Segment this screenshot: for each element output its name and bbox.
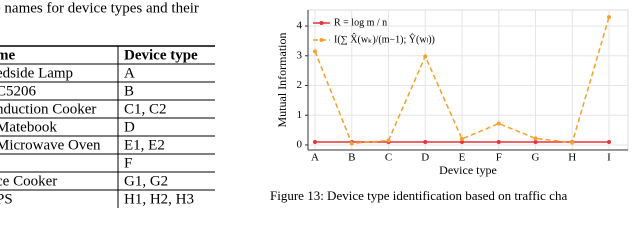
table-header: me	[0, 47, 15, 63]
x-tick-label: C	[385, 152, 392, 164]
data-point	[460, 137, 464, 142]
table-cell: edside Lamp	[0, 65, 73, 81]
x-tick-label: G	[532, 152, 540, 164]
table-cell: G1, G2	[124, 173, 168, 189]
table: me Device type edside Lamp A C5206 Bnduction …	[0, 45, 215, 208]
data-point	[313, 49, 317, 54]
legend-label: R = log m / n	[334, 17, 387, 28]
table-cell: H1, H2, H3	[124, 191, 194, 207]
table-cell: B	[124, 83, 134, 99]
table-cell: PS	[0, 191, 13, 207]
data-point	[386, 138, 391, 143]
legend-label: I(∑ X̂(wₖ)/(m−1); Ŷ(wₗ))	[334, 32, 435, 45]
figure-caption: Figure 13: Device type identification ba…	[270, 188, 567, 203]
x-tick-label: E	[459, 152, 466, 164]
data-point	[496, 121, 501, 126]
data-point	[349, 141, 354, 146]
y-tick-label: 4	[297, 20, 303, 32]
data-point	[423, 139, 428, 144]
table-cell: F	[124, 155, 132, 171]
chart: 0 1 2 3 4 A B C D E F G H I Device type Mutual Informat…	[275, 9, 629, 177]
data-point	[423, 54, 428, 59]
table-cell: Matebook	[0, 119, 57, 135]
x-tick-label: I	[607, 152, 611, 164]
y-tick-label: 0	[297, 138, 303, 150]
legend-marker	[319, 38, 324, 42]
table-cell: ce Cooker	[0, 173, 57, 189]
table-cell: C1, C2	[124, 101, 167, 117]
data-point	[607, 139, 611, 144]
y-axis-label: Mutual Information	[275, 33, 289, 128]
table-caption: e names for device types and their	[0, 0, 199, 16]
data-point	[496, 139, 501, 144]
page: {"table_caption": "e names for device ty…	[0, 0, 629, 208]
table-cell: E1, E2	[124, 137, 165, 153]
x-tick-label: A	[311, 152, 319, 164]
y-tick-label: 2	[297, 79, 303, 91]
table-cell: Microwave Oven	[0, 137, 101, 153]
x-tick-label: H	[568, 152, 576, 164]
x-tick-label: D	[421, 152, 429, 164]
data-point	[533, 136, 538, 141]
y-tick-label: 3	[297, 49, 303, 61]
table-cell: C5206	[0, 83, 37, 99]
table-cell: A	[124, 65, 135, 81]
table-header: Device type	[124, 47, 198, 63]
data-point	[607, 15, 611, 20]
y-tick-label: 1	[297, 109, 303, 121]
x-axis-label: Device type	[439, 163, 497, 177]
table-cell: D	[124, 119, 135, 135]
x-tick-label: F	[496, 152, 502, 164]
table-cell: nduction Cooker	[0, 101, 96, 117]
legend-marker	[319, 21, 324, 25]
plot-area	[307, 9, 629, 151]
data-point	[570, 140, 575, 145]
data-point	[313, 139, 317, 144]
data-point	[460, 139, 464, 144]
figure: e names for device types and their me Dev…	[0, 0, 629, 208]
data-point	[533, 139, 538, 144]
x-tick-label: B	[348, 152, 355, 164]
